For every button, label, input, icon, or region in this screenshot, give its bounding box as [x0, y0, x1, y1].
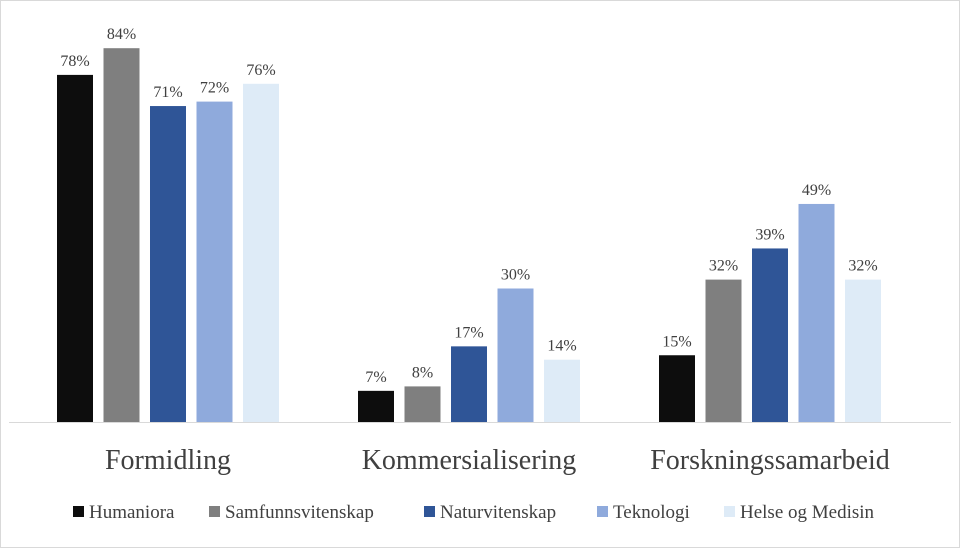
data-label: 15%	[662, 333, 691, 350]
category-label: Formidling	[105, 445, 231, 476]
legend-swatch	[597, 506, 608, 517]
bar-teknologi-forskningssamarbeid	[798, 203, 835, 422]
bars-group	[57, 48, 881, 423]
data-label: 72%	[200, 80, 229, 97]
data-label: 17%	[454, 324, 483, 341]
data-label: 84%	[107, 26, 136, 43]
bar-humaniora-formidling	[57, 74, 93, 423]
bar-naturvitenskap-kommersialisering	[451, 346, 487, 422]
bar-naturvitenskap-formidling	[150, 106, 186, 423]
data-label: 32%	[709, 258, 738, 275]
legend-label: Samfunnsvitenskap	[225, 502, 374, 523]
legend-label: Teknologi	[613, 502, 690, 523]
bar-humaniora-kommersialisering	[358, 390, 394, 422]
data-label: 8%	[412, 364, 433, 381]
data-label: 76%	[246, 62, 275, 79]
data-labels-group: 78% 84% 71% 72% 76% 7% 8% 17% 30% 14% 15% 32% 39% 49%…	[60, 26, 877, 386]
bar-helse-og-medisin-forskningssamarbeid	[845, 279, 881, 422]
data-label: 32%	[848, 258, 877, 275]
bar-samfunnsvitenskap-forskningssamarbeid	[705, 279, 742, 422]
bar-naturvitenskap-forskningssamarbeid	[752, 248, 788, 422]
data-label: 14%	[547, 338, 576, 355]
data-label: 78%	[60, 53, 89, 70]
legend-label: Naturvitenskap	[440, 502, 556, 523]
data-label: 71%	[153, 84, 182, 101]
legend-swatch	[73, 506, 84, 517]
bar-helse-og-medisin-formidling	[243, 83, 279, 423]
bar-helse-og-medisin-kommersialisering	[544, 359, 580, 422]
bar-teknologi-kommersialisering	[497, 288, 534, 422]
category-label: Kommersialisering	[362, 445, 577, 476]
bar-teknologi-formidling	[196, 101, 233, 422]
legend-swatch	[424, 506, 435, 517]
data-label: 7%	[365, 369, 386, 386]
legend-swatch	[209, 506, 220, 517]
legend-label: Humaniora	[89, 502, 175, 523]
legend-label: Helse og Medisin	[740, 502, 875, 523]
legend-swatch	[724, 506, 735, 517]
data-label: 49%	[802, 182, 831, 199]
bar-humaniora-forskningssamarbeid	[659, 355, 695, 422]
data-label: 30%	[501, 267, 530, 284]
bar-samfunnsvitenskap-kommersialisering	[404, 386, 441, 422]
data-label: 39%	[755, 226, 784, 243]
bar-samfunnsvitenskap-formidling	[103, 48, 140, 422]
category-label: Forskningssamarbeid	[650, 445, 890, 476]
category-labels-group: Formidling Kommersialisering Forskningssam…	[105, 445, 890, 476]
legend: Humaniora Samfunnsvitenskap Naturvitenskap…	[73, 502, 875, 523]
